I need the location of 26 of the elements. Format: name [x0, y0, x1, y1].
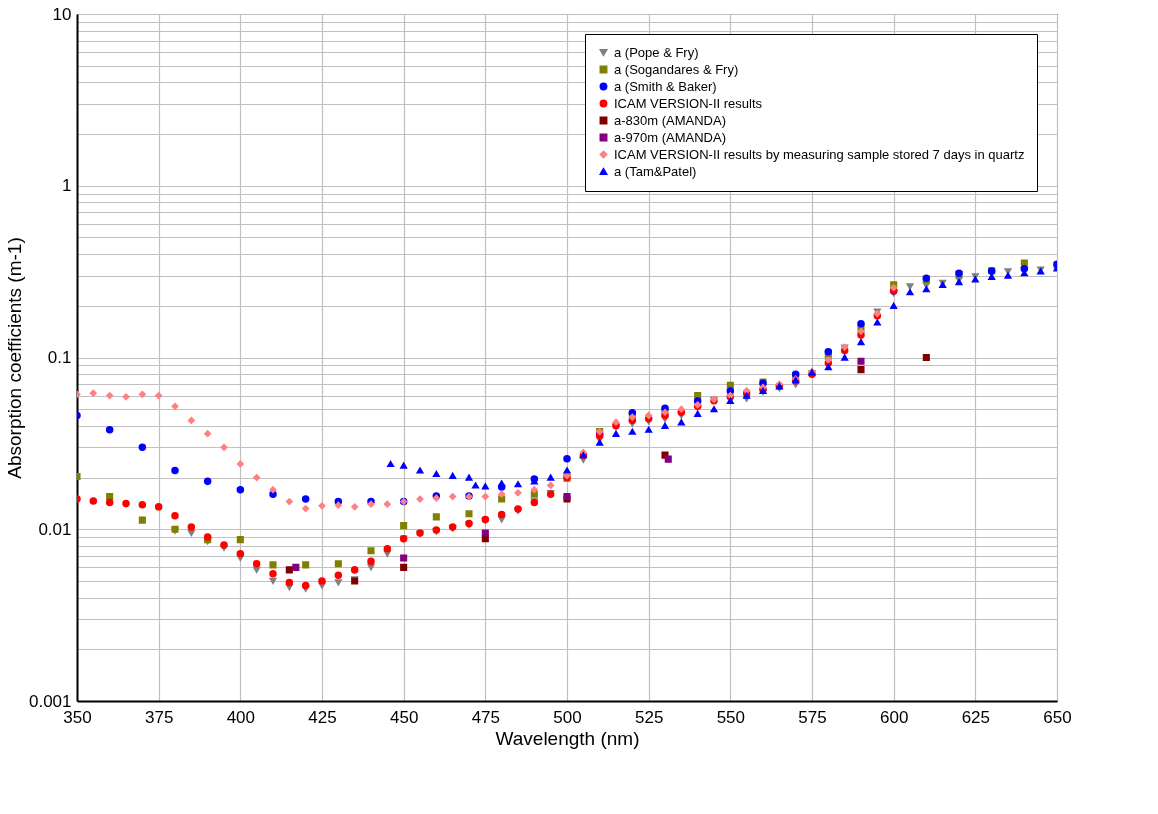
x-axis-title: Wavelength (nm)	[495, 727, 640, 749]
x-tick-label: 525	[634, 707, 664, 727]
y-tick-label: 0.1	[47, 348, 72, 367]
legend-label: a (Sogandares & Fry)	[614, 61, 739, 77]
legend-label: a (Tam&Patel)	[614, 163, 697, 179]
y-tick-label: 0.01	[38, 519, 72, 539]
x-tick-label: 375	[144, 707, 174, 727]
y-tick-label: 1	[62, 176, 72, 196]
legend-label: ICAM VERSION-II results by measuring sample stored 7 days in quartz	[614, 146, 1025, 162]
legend-label: a-830m (AMANDA)	[614, 112, 726, 128]
y-axis-title: Absorption coefficients (m-1)	[3, 237, 25, 479]
legend-label: a (Smith & Baker)	[614, 78, 717, 94]
y-tick-label: 10	[52, 4, 72, 24]
x-tick-label: 650	[1043, 707, 1072, 727]
legend-label: ICAM VERSION-II results	[614, 95, 763, 111]
x-tick-label: 625	[961, 707, 991, 727]
x-tick-label: 475	[471, 707, 501, 727]
x-tick-label: 500	[553, 707, 582, 727]
x-tick-label: 575	[798, 707, 827, 727]
x-tick-label: 400	[226, 707, 256, 727]
x-tick-label: 550	[716, 707, 746, 727]
x-tick-label: 450	[389, 707, 419, 727]
x-tick-label: 425	[308, 707, 337, 727]
legend-label: a (Pope & Fry)	[614, 44, 699, 60]
legend-label: a-970m (AMANDA)	[614, 129, 726, 145]
x-tick-label: 600	[879, 707, 909, 727]
